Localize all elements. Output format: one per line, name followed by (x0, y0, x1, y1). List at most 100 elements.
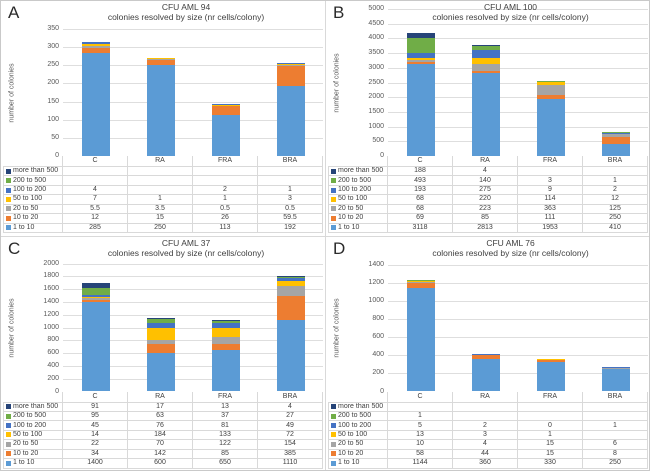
gridline (388, 282, 648, 284)
table-value-cell: 3 (453, 430, 518, 441)
table-value-cell: 10 (388, 440, 453, 450)
table-value-cell: 15 (518, 440, 583, 450)
legend-key-icon (6, 423, 11, 429)
gridline (388, 264, 648, 266)
legend-cell: 20 to 50 (3, 204, 63, 215)
gridline (388, 141, 648, 143)
y-tick-label: 500 (372, 137, 384, 145)
bar-segment (81, 294, 110, 298)
table-value-cell: 45 (63, 421, 128, 431)
legend-key-icon (331, 168, 336, 174)
data-table: C RA FRA BRA more than 500 188 4 200 to 500 493 1… (328, 156, 648, 233)
table-value-cell: 58 (388, 449, 453, 460)
legend-key-icon (331, 187, 336, 193)
bar-segment (406, 279, 435, 281)
bar-segment (471, 354, 500, 355)
legend-cell: 1 to 10 (328, 223, 388, 233)
bar-segment (536, 95, 565, 99)
legend-cell: 200 to 500 (328, 176, 388, 186)
legend-label: 100 to 200 (13, 421, 47, 429)
y-tick-label: 2000 (43, 259, 59, 267)
table-value-cell (583, 430, 648, 441)
table-value-cell: 81 (193, 421, 258, 431)
chart-subtitle: colonies resolved by size (nr cells/colo… (107, 247, 265, 258)
table-value-cell (193, 167, 258, 177)
legend-label: 1 to 10 (13, 459, 35, 467)
bar-segment (471, 354, 500, 355)
bar-segment (276, 64, 305, 87)
y-tick-label: 50 (51, 133, 59, 141)
bar-segment (471, 354, 500, 359)
gridline (63, 365, 323, 367)
legend-cell: 20 to 50 (328, 204, 388, 215)
legend-key-icon (6, 225, 11, 231)
bar-segment (81, 301, 110, 392)
legend-label: 100 to 200 (338, 421, 372, 429)
table-value-cell: 122 (193, 440, 258, 450)
legend-label: 100 to 200 (13, 186, 47, 194)
y-tick-label: 200 (372, 369, 384, 377)
table-value-cell: 0.5 (258, 204, 323, 215)
gridline (388, 97, 648, 99)
category-header-cell: FRA (193, 156, 258, 167)
legend-key-icon (6, 460, 11, 466)
bar-segment (406, 64, 435, 156)
bar-segment (536, 98, 565, 156)
bar-segment (406, 282, 435, 288)
chart-title: CFU AML 94 (161, 2, 211, 12)
table-value-cell (583, 167, 648, 177)
bar-segment (146, 322, 175, 328)
gridline (388, 318, 648, 320)
data-table: C RA FRA BRA more than 500 200 to 500 100 to 2… (3, 156, 323, 233)
legend-cell: 1 to 10 (3, 223, 63, 233)
table-value-cell: 69 (388, 214, 453, 224)
legend-cell: 20 to 50 (3, 440, 63, 450)
table-value-cell: 5 (388, 421, 453, 431)
bar-segment (601, 368, 630, 392)
table-value-cell: 0.5 (193, 204, 258, 215)
table-value-cell: 0 (518, 421, 583, 431)
legend-cell: 50 to 100 (328, 430, 388, 441)
gridline (63, 83, 323, 85)
bar-segment (81, 298, 110, 300)
gridline (388, 111, 648, 113)
bar-segment (146, 353, 175, 392)
gridline (63, 327, 323, 329)
table-value-cell: 8 (583, 449, 648, 460)
table-value-cell: 133 (193, 430, 258, 441)
bar-segment (276, 86, 305, 156)
category-header-cell: BRA (583, 156, 648, 167)
bar-segment (81, 52, 110, 156)
table-value-cell: 5.5 (63, 204, 128, 215)
bar-segment (146, 65, 175, 156)
table-value-cell (258, 176, 323, 186)
table-value-cell: 184 (128, 430, 193, 441)
bar-segment (211, 320, 240, 323)
gridline (63, 29, 323, 30)
legend-label: 200 to 500 (13, 412, 47, 420)
gridline (63, 119, 323, 121)
legend-cell: 200 to 500 (3, 411, 63, 422)
y-tick-label: 100 (47, 115, 59, 123)
table-value-cell: 360 (453, 459, 518, 469)
legend-cell: 100 to 200 (3, 185, 63, 196)
legend-label: 20 to 50 (338, 440, 364, 448)
bar-segment (146, 58, 175, 59)
gridline (63, 276, 323, 278)
legend-label: 20 to 50 (13, 204, 39, 212)
table-value-cell (193, 176, 258, 186)
legend-key-icon (6, 441, 11, 447)
table-value-cell (63, 176, 128, 186)
table-value-cell: 34 (63, 449, 128, 460)
bar-segment (536, 80, 565, 82)
legend-key-icon (331, 423, 336, 429)
y-tick-label: 1200 (43, 310, 59, 318)
bar-segment (146, 327, 175, 340)
bar-segment (601, 143, 630, 156)
table-value-cell: 1144 (388, 459, 453, 469)
y-tick-label: 0 (380, 387, 384, 395)
gridline (388, 373, 648, 375)
bar-segment (276, 64, 305, 66)
table-value-cell: 330 (518, 459, 583, 469)
table-value-cell: 1 (518, 430, 583, 441)
